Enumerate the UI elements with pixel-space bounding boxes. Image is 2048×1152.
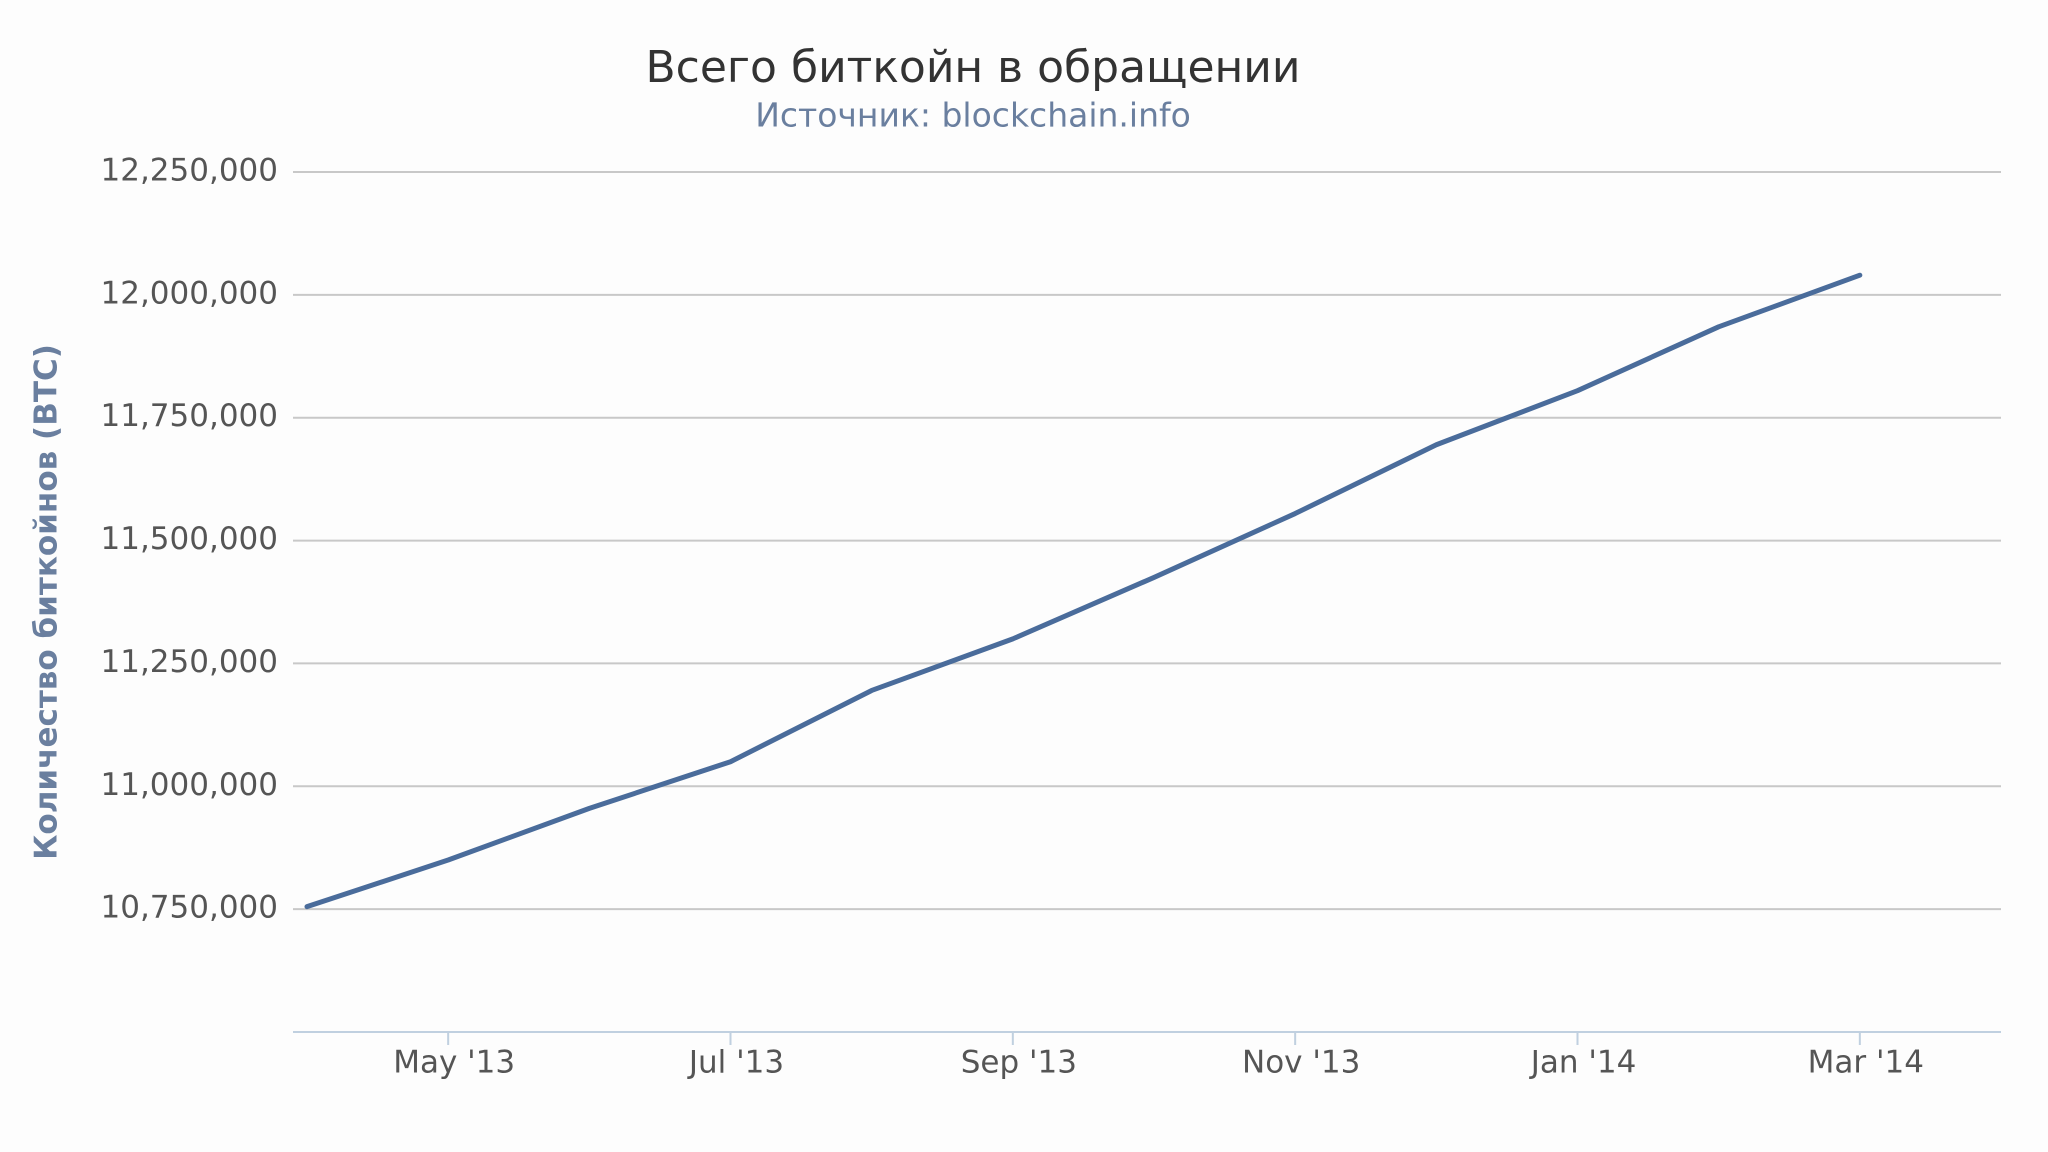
data-line — [304, 272, 1863, 910]
x-tick-label: May '13 — [393, 1045, 515, 1081]
y-tick-label: 10,750,000 — [101, 890, 279, 926]
y-tick-label: 11,500,000 — [101, 521, 279, 557]
y-axis-label: Количество биткойнов (BTC) — [29, 344, 65, 860]
x-tick-label: Sep '13 — [961, 1045, 1077, 1081]
y-tick-label: 11,250,000 — [101, 644, 279, 680]
y-tick-label: 11,000,000 — [101, 767, 279, 803]
chart-title: Всего биткойн в обращении — [645, 42, 1300, 93]
y-tick-label: 12,000,000 — [101, 275, 279, 311]
x-tick-label: Mar '14 — [1808, 1045, 1924, 1081]
y-tick-label: 11,750,000 — [101, 398, 279, 434]
chart-subtitle: Источник: blockchain.info — [755, 96, 1191, 135]
y-tick-label: 12,250,000 — [101, 153, 279, 189]
x-tick-label: Nov '13 — [1242, 1045, 1360, 1081]
x-tick-label: Jul '13 — [687, 1045, 784, 1081]
x-tick-label: Jan '14 — [1529, 1045, 1637, 1081]
